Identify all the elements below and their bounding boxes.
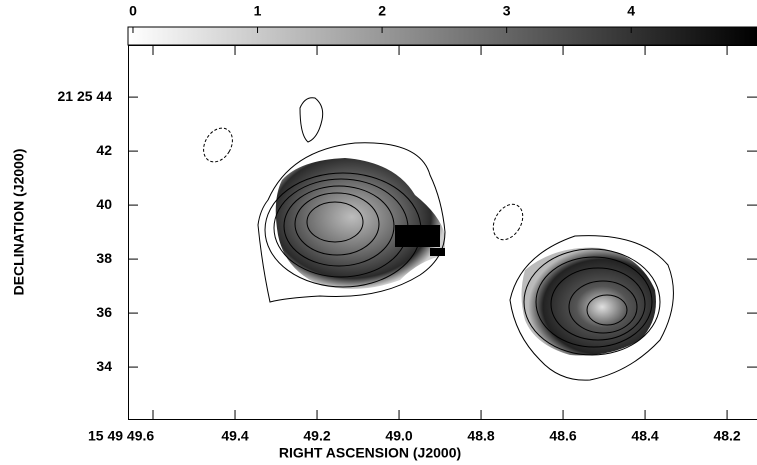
x-tick-label: 15 49 49.6: [88, 428, 154, 444]
colorbar-tick-label: 1: [254, 3, 262, 19]
colorbar-tick-label: 4: [627, 3, 635, 19]
y-tick-label: 36: [96, 304, 112, 320]
x-tick-label: 48.6: [549, 428, 576, 444]
y-tick-label: 21 25 44: [58, 88, 113, 104]
y-tick-label: 40: [96, 196, 112, 212]
plot-frame: [128, 45, 757, 420]
y-tick-label: 38: [96, 250, 112, 266]
colorbar: [127, 26, 757, 46]
x-tick-label: 49.0: [385, 428, 412, 444]
emission-image: [203, 97, 674, 381]
x-axis-label: RIGHT ASCENSION (J2000): [279, 445, 461, 461]
x-tick-label: 49.2: [303, 428, 330, 444]
colorbar-tick-label: 3: [503, 3, 511, 19]
colorbar-tick-label: 2: [378, 3, 386, 19]
y-tick-label: 34: [96, 358, 112, 374]
contours: [203, 97, 674, 381]
x-tick-label: 48.2: [713, 428, 740, 444]
colorbar-tick-label: 0: [129, 3, 137, 19]
x-tick-label: 48.8: [467, 428, 494, 444]
y-tick-label: 42: [96, 142, 112, 158]
y-axis-label: DECLINATION (J2000): [11, 149, 27, 296]
x-tick-label: 48.4: [631, 428, 658, 444]
x-tick-label: 49.4: [221, 428, 248, 444]
